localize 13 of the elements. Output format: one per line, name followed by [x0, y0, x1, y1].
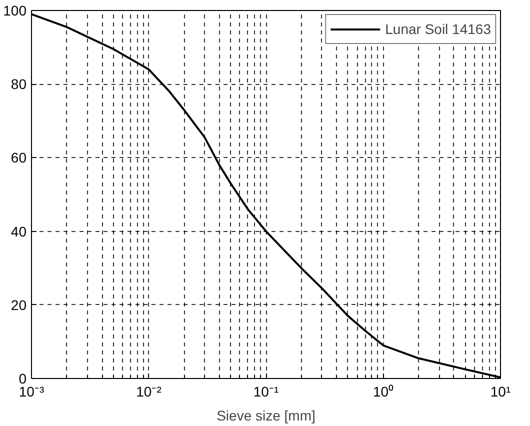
x-tick-label: 10¹	[490, 384, 511, 400]
x-tick-label: 10⁻²	[136, 384, 162, 400]
legend-label: Lunar Soil 14163	[385, 21, 491, 37]
y-tick-label: 80	[10, 76, 27, 92]
y-tick-label: 20	[10, 296, 27, 313]
y-tick-label: 0	[18, 370, 27, 386]
x-axis-title: Sieve size [mm]	[216, 408, 316, 424]
y-tick-label: 60	[10, 150, 27, 166]
x-tick-label: 10⁻¹	[253, 384, 279, 400]
y-tick-label: 100	[3, 2, 27, 18]
x-tick-label: 10⁻³	[18, 384, 44, 400]
y-tick-label: 40	[10, 223, 27, 240]
x-tick-label: 10⁰	[372, 384, 394, 400]
